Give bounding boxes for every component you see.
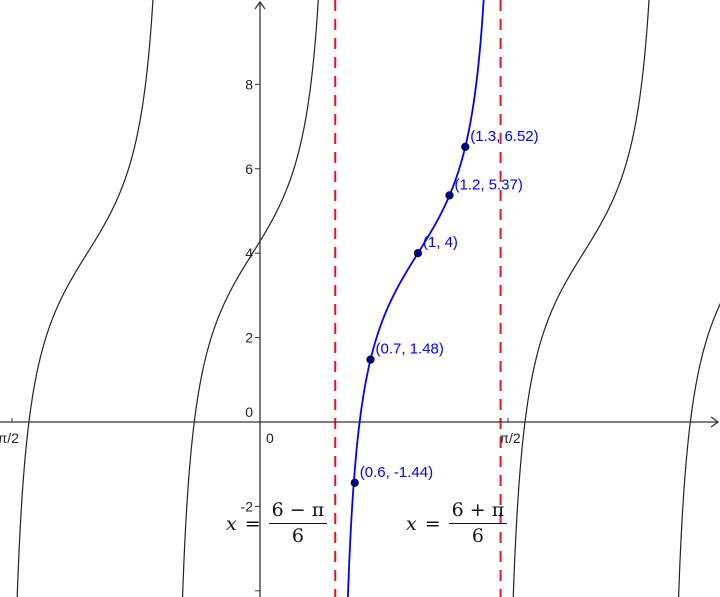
- point-marker[interactable]: [445, 191, 454, 200]
- math-var: x: [406, 512, 417, 535]
- x-tick-label: π/2: [499, 430, 521, 446]
- data-point[interactable]: (1.2, 5.37): [445, 176, 523, 200]
- x-tick-label: 0: [266, 430, 274, 446]
- point-label: (0.7, 1.48): [376, 341, 444, 358]
- point-label: (1.3, 6.52): [470, 128, 538, 145]
- y-tick-label: 6: [245, 161, 253, 177]
- data-point[interactable]: (1.3, 6.52): [461, 128, 539, 151]
- x-tick-label: -π/2: [0, 430, 19, 446]
- asymptote-label-left: x = 6 − π 6: [226, 499, 328, 548]
- y-tick-label: -2: [241, 498, 254, 514]
- point-label: (0.6, -1.44): [360, 464, 433, 481]
- math-var: x: [226, 512, 237, 535]
- math-equals: =: [424, 512, 441, 535]
- data-point[interactable]: (1, 4): [413, 234, 458, 258]
- asymptote-lines: [334, 0, 502, 597]
- labeled-points: (0.6, -1.44) (0.7, 1.48) (1, 4) (1.2, 5.37)…: [350, 128, 539, 487]
- y-tick-label: 8: [245, 76, 253, 92]
- fraction-denominator: 6: [291, 525, 304, 547]
- tangent-curve: [16, 0, 154, 597]
- fraction: 6 + π 6: [448, 499, 508, 548]
- y-tick-label: 0: [245, 404, 253, 420]
- point-label: (1.2, 5.37): [454, 176, 522, 193]
- fraction-numerator: 6 − π: [268, 499, 328, 524]
- fraction-numerator: 6 + π: [448, 499, 508, 524]
- asymptote-label-right: x = 6 + π 6: [406, 499, 508, 548]
- tangent-curve: [512, 0, 650, 597]
- data-point[interactable]: (0.7, 1.48): [366, 341, 444, 364]
- point-marker[interactable]: [461, 142, 470, 151]
- point-marker[interactable]: [413, 249, 423, 258]
- point-label: (1, 4): [423, 234, 458, 251]
- fraction: 6 − π 6: [268, 499, 328, 548]
- fraction-denominator: 6: [471, 525, 484, 547]
- y-tick-label: 4: [245, 245, 253, 261]
- y-axis-arrow-icon: [254, 0, 266, 10]
- y-tick-label: 2: [245, 330, 253, 346]
- tangent-curve: [181, 0, 319, 597]
- x-axis-arrow-icon: [710, 416, 720, 428]
- tangent-curve: [678, 302, 720, 597]
- point-marker[interactable]: [350, 478, 359, 487]
- math-equals: =: [244, 512, 261, 535]
- point-marker[interactable]: [366, 355, 375, 364]
- data-point[interactable]: (0.6, -1.44): [350, 464, 433, 487]
